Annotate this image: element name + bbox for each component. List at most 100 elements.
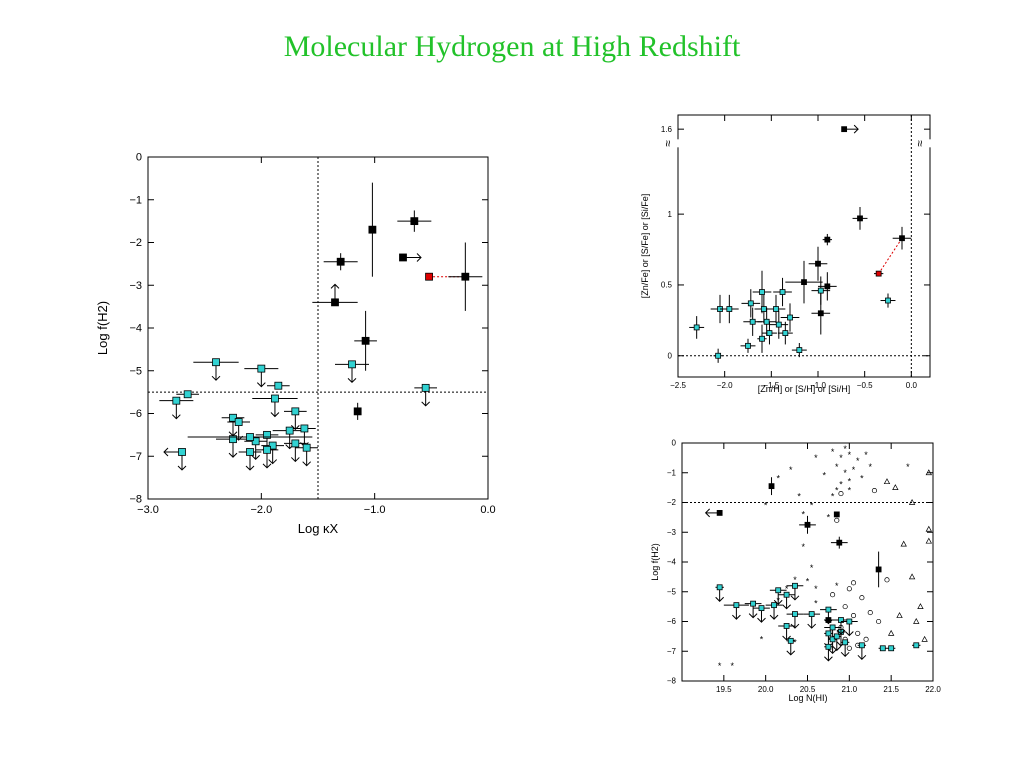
data-point-star: *: [802, 542, 806, 552]
data-point: [913, 642, 920, 649]
data-point: [833, 511, 840, 518]
limit-arrowhead: [290, 425, 300, 431]
data-point-circle: [871, 488, 877, 494]
data-point: [796, 347, 803, 353]
data-point: [808, 611, 815, 617]
data-point: [291, 407, 300, 416]
y-tick-label: −6: [129, 408, 142, 420]
data-point: [183, 390, 192, 399]
data-point-triangle: [883, 478, 891, 485]
data-point: [410, 217, 419, 226]
data-point-star: *: [843, 444, 847, 454]
data-point: [838, 617, 844, 623]
data-point-star: *: [835, 581, 839, 591]
limit-arrowhead: [211, 375, 221, 381]
data-point: [775, 321, 782, 328]
data-point-star: *: [814, 599, 818, 609]
x-tick-label: 0.0: [480, 504, 495, 516]
data-point: [246, 433, 254, 441]
data-point: [229, 413, 237, 422]
data-point: [291, 439, 300, 448]
x-tick-label: 0.0: [906, 381, 918, 390]
limit-arrowhead: [732, 614, 741, 620]
data-point: [271, 394, 279, 403]
x-tick-label: 20.0: [758, 685, 774, 694]
data-point: [716, 510, 723, 516]
data-point: [263, 445, 271, 454]
data-point-star: *: [831, 492, 835, 502]
data-point-star: *: [785, 584, 789, 594]
data-point: [829, 636, 836, 643]
data-point: [348, 360, 356, 369]
data-point-star: *: [814, 584, 818, 594]
data-point: [246, 448, 254, 456]
link-line: [878, 237, 903, 274]
y-axis-label: [Zn/Fe] or [S/Fe] or [Si/Fe]: [640, 194, 650, 299]
limit-arrowhead: [302, 461, 312, 467]
limit-arrowhead: [268, 459, 278, 465]
data-point-circle: [846, 645, 852, 651]
data-point: [331, 298, 339, 307]
data-point: [804, 521, 811, 528]
limit-arrowhead: [171, 414, 181, 420]
limit-arrowhead: [844, 631, 854, 637]
data-point-circle: [855, 630, 861, 636]
data-point: [750, 600, 757, 607]
data-point: [461, 272, 470, 281]
data-point-triangle: [913, 617, 920, 624]
limit-arrowhead: [290, 457, 300, 463]
data-point: [775, 587, 782, 594]
y-tick-label: 1: [668, 210, 673, 219]
data-point-triangle: [917, 603, 924, 609]
data-point-star: *: [906, 462, 910, 472]
data-point: [300, 424, 309, 433]
data-point: [425, 272, 433, 281]
data-point-star: *: [793, 575, 797, 585]
data-point: [857, 215, 863, 222]
y-axis-label: Log f(H2): [650, 543, 660, 581]
data-point: [817, 287, 824, 294]
data-point: [212, 358, 220, 367]
data-point-star: *: [843, 468, 847, 478]
limit-arrowhead: [757, 617, 766, 623]
data-point: [782, 330, 789, 336]
data-point-circle: [859, 595, 865, 601]
data-point: [172, 396, 181, 405]
data-point-star: *: [848, 477, 852, 487]
y-tick-label: −2: [129, 237, 142, 249]
limit-arrowhead: [832, 646, 842, 652]
data-point: [257, 364, 266, 373]
data-point-star: *: [839, 480, 843, 490]
data-point: [825, 630, 832, 637]
mark-group: [689, 124, 912, 363]
data-point: [268, 441, 277, 450]
data-point: [787, 314, 793, 321]
limit-arrowhead: [790, 595, 800, 601]
limit-arrowhead: [347, 377, 357, 384]
limit-arrowhead: [270, 412, 280, 418]
data-point-star: *: [760, 634, 764, 644]
data-point-star: *: [835, 462, 839, 472]
data-point: [858, 642, 865, 649]
data-point-star: *: [718, 661, 722, 671]
data-point: [779, 289, 786, 295]
data-point-star: *: [789, 465, 793, 475]
data-point-triangle: [908, 498, 916, 505]
limit-arrowhead: [824, 619, 833, 625]
x-tick-label: −2.5: [670, 381, 686, 390]
data-point: [846, 618, 853, 625]
limit-arrowhead: [782, 635, 791, 641]
data-point-circle: [876, 618, 882, 625]
data-point-star: *: [848, 486, 852, 496]
y-tick-label: 0.5: [661, 281, 673, 290]
data-point: [353, 407, 362, 416]
data-point: [787, 637, 794, 644]
data-point-star: *: [730, 661, 734, 671]
data-point: [783, 623, 790, 629]
y-tick-label: −8: [129, 494, 142, 506]
limit-arrowhead: [715, 596, 725, 602]
data-point-circle: [884, 577, 890, 583]
data-point-triangle: [900, 540, 907, 547]
data-point-star: *: [802, 509, 806, 519]
y-tick-label: −5: [667, 587, 677, 596]
